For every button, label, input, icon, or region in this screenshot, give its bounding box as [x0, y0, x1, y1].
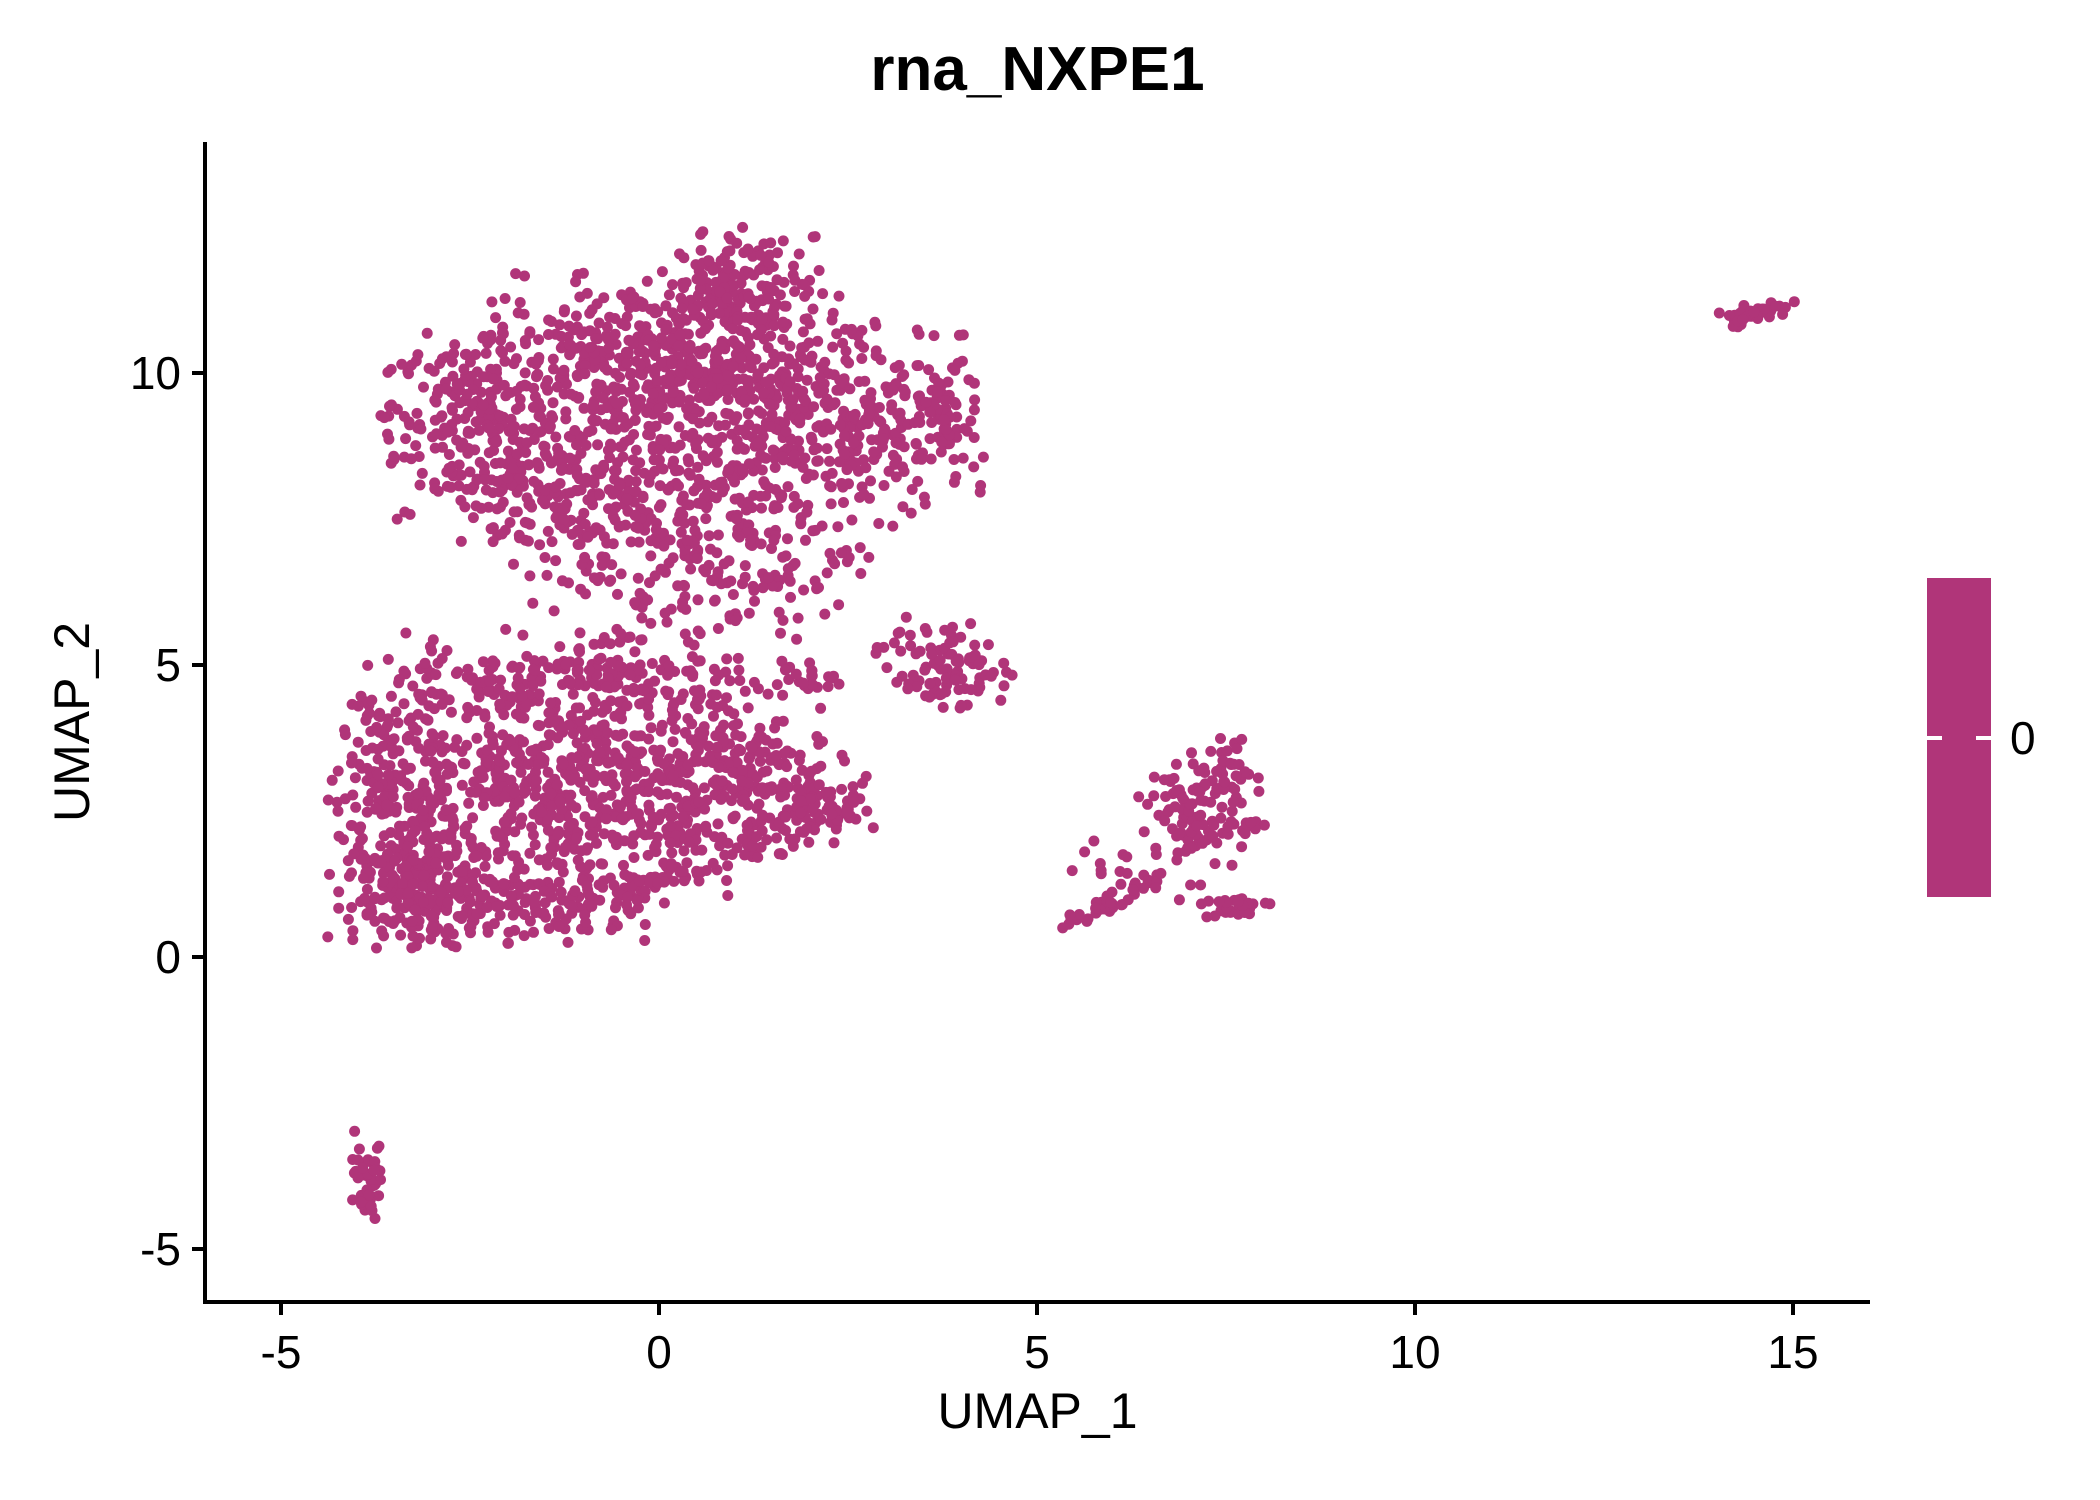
axis-ticks [192, 371, 1795, 1315]
axes [203, 142, 1870, 1304]
y-tick-label: 0 [155, 931, 181, 983]
x-axis-title: UMAP_1 [937, 1383, 1138, 1439]
chart-title: rna_NXPE1 [870, 35, 1205, 104]
legend-colorbar-tick-left [1927, 736, 1942, 740]
scatter-points [322, 221, 1800, 1224]
x-tick-label: 15 [1767, 1326, 1818, 1378]
legend-colorbar-tick-right [1976, 736, 1991, 740]
x-tick-label: -5 [261, 1326, 302, 1378]
x-tick-label: 0 [646, 1326, 672, 1378]
axis-tick-labels: -5 0 5 10 15 -5 0 5 10 [130, 347, 1819, 1378]
y-axis-title: UMAP_2 [44, 621, 100, 823]
legend-colorbar [1927, 578, 1991, 897]
y-tick-label: 10 [130, 347, 181, 399]
y-tick-label: 5 [155, 639, 181, 691]
x-tick-label: 5 [1024, 1326, 1050, 1378]
y-tick-label: -5 [140, 1223, 181, 1275]
legend-tick-label: 0 [2010, 712, 2036, 764]
x-tick-label: 10 [1389, 1326, 1440, 1378]
